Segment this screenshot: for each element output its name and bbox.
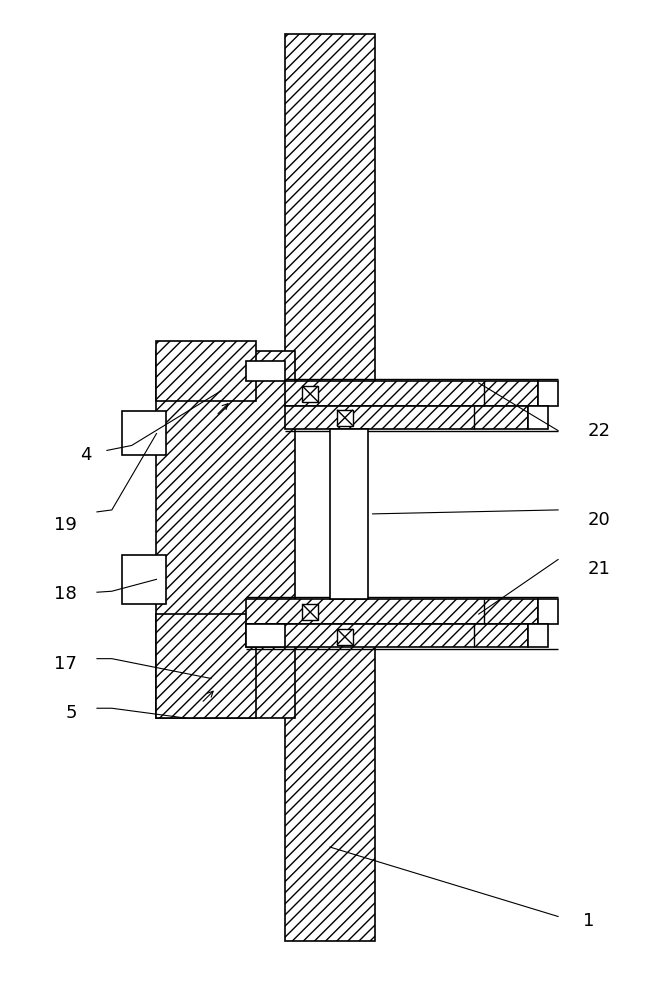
Bar: [528, 624, 548, 647]
Text: 1: 1: [583, 912, 594, 930]
Bar: [246, 599, 538, 624]
Bar: [246, 624, 528, 647]
Text: 4: 4: [80, 446, 92, 464]
Text: 5: 5: [66, 704, 77, 722]
Bar: [538, 599, 558, 624]
Text: 18: 18: [54, 585, 77, 603]
Bar: [285, 34, 375, 401]
Bar: [156, 351, 295, 718]
Bar: [302, 386, 318, 402]
Bar: [285, 406, 528, 429]
Bar: [337, 629, 353, 645]
Bar: [528, 406, 548, 429]
Bar: [156, 341, 256, 401]
Bar: [285, 614, 375, 941]
Text: 20: 20: [588, 511, 611, 529]
Bar: [122, 411, 166, 455]
Bar: [246, 624, 285, 647]
Text: 19: 19: [54, 516, 77, 534]
Bar: [538, 381, 558, 406]
Bar: [156, 614, 256, 718]
Bar: [302, 604, 318, 620]
Bar: [285, 381, 538, 406]
Text: 17: 17: [54, 655, 77, 673]
Bar: [246, 361, 285, 381]
Bar: [122, 555, 166, 604]
Text: 22: 22: [588, 422, 611, 440]
Bar: [330, 429, 368, 599]
Text: 21: 21: [588, 560, 611, 578]
Bar: [337, 410, 353, 426]
